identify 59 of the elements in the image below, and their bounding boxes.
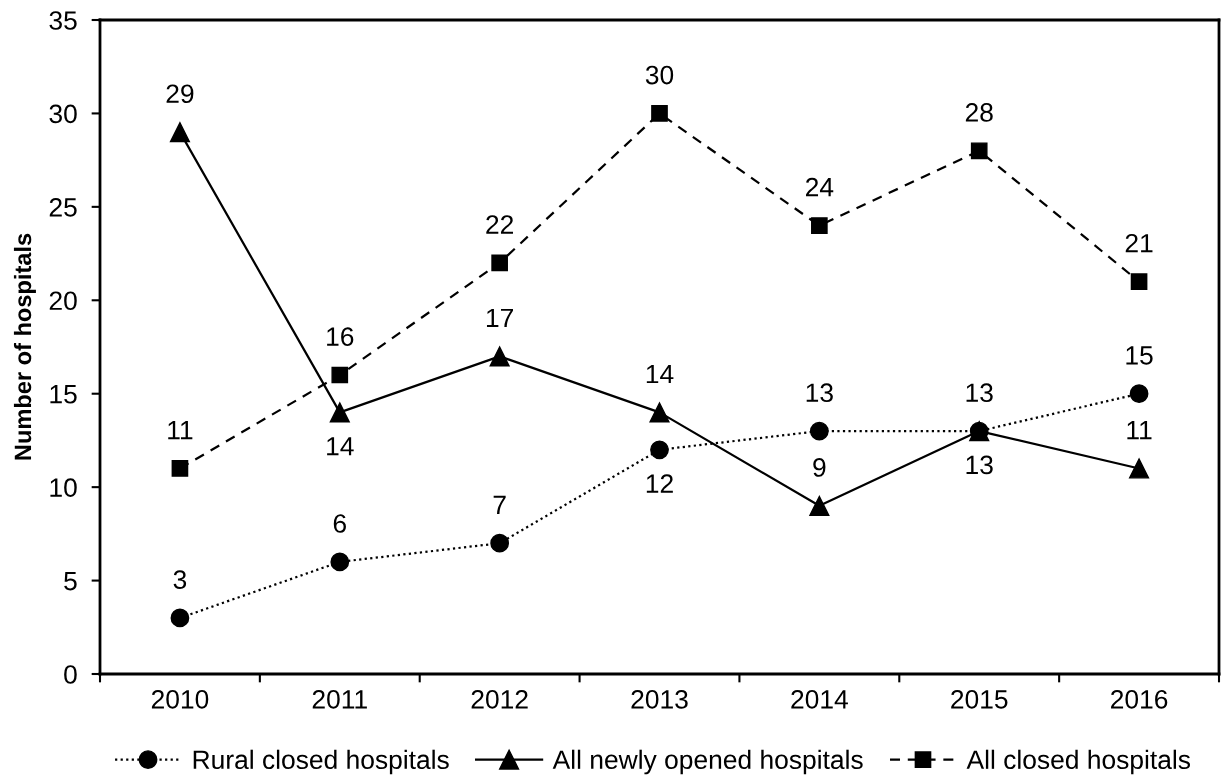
y-tick-label: 10 bbox=[50, 478, 77, 497]
data-label: 16 bbox=[327, 327, 354, 346]
data-label: 11 bbox=[168, 421, 193, 440]
data-label: 21 bbox=[1125, 233, 1153, 253]
data-label: 11 bbox=[1127, 421, 1152, 440]
point bbox=[1129, 384, 1149, 404]
data-label: 13 bbox=[806, 383, 833, 403]
y-axis-title: Number of hospitals bbox=[13, 233, 36, 460]
y-tick-label: 20 bbox=[49, 291, 77, 311]
x-tick-label: 2012 bbox=[471, 689, 528, 709]
data-label: 14 bbox=[646, 364, 674, 384]
point bbox=[170, 608, 190, 628]
point bbox=[650, 440, 669, 460]
data-label: 17 bbox=[486, 308, 513, 328]
data-label: 14 bbox=[327, 437, 354, 456]
legend-label: Rural closed hospitals bbox=[193, 749, 449, 775]
point bbox=[651, 105, 668, 122]
y-tick-label: 25 bbox=[49, 197, 77, 217]
point bbox=[970, 142, 988, 160]
point bbox=[491, 254, 508, 272]
data-label: 29 bbox=[166, 84, 194, 104]
data-label: 12 bbox=[646, 474, 673, 493]
x-tick-label: 2013 bbox=[631, 689, 688, 709]
point bbox=[811, 217, 828, 234]
x-tick-label: 2010 bbox=[151, 689, 209, 709]
data-label: 13 bbox=[966, 455, 993, 475]
data-label: 9 bbox=[813, 458, 826, 477]
point bbox=[1130, 273, 1148, 290]
point bbox=[171, 460, 189, 477]
legend-label: All newly opened hospitals bbox=[552, 749, 863, 775]
x-tick-label: 2016 bbox=[1111, 689, 1168, 709]
y-tick-label: 5 bbox=[64, 571, 77, 591]
point bbox=[329, 402, 350, 423]
point bbox=[330, 552, 350, 572]
x-tick-label: 2015 bbox=[951, 689, 1008, 709]
point bbox=[490, 533, 510, 553]
data-label: 15 bbox=[1126, 346, 1153, 365]
y-tick-label: 35 bbox=[49, 11, 77, 30]
point bbox=[649, 402, 670, 423]
point bbox=[169, 122, 190, 143]
data-label: 30 bbox=[645, 65, 674, 85]
point bbox=[331, 366, 349, 384]
data-label: 7 bbox=[493, 495, 506, 514]
data-label: 6 bbox=[333, 514, 346, 533]
point bbox=[489, 346, 510, 367]
y-tick-label: 15 bbox=[50, 385, 77, 404]
data-label: 28 bbox=[965, 103, 993, 122]
point bbox=[809, 495, 830, 516]
data-label: 13 bbox=[966, 383, 993, 403]
y-tick-label: 30 bbox=[49, 104, 77, 124]
data-label: 24 bbox=[806, 177, 834, 197]
data-label: 3 bbox=[173, 570, 187, 589]
legend-label: All closed hospitals bbox=[966, 749, 1190, 775]
point bbox=[1129, 458, 1150, 479]
x-tick-label: 2011 bbox=[312, 689, 367, 709]
data-label: 22 bbox=[486, 215, 513, 234]
point bbox=[809, 421, 829, 441]
y-tick-label: 0 bbox=[64, 665, 77, 684]
x-tick-label: 2014 bbox=[791, 689, 848, 709]
